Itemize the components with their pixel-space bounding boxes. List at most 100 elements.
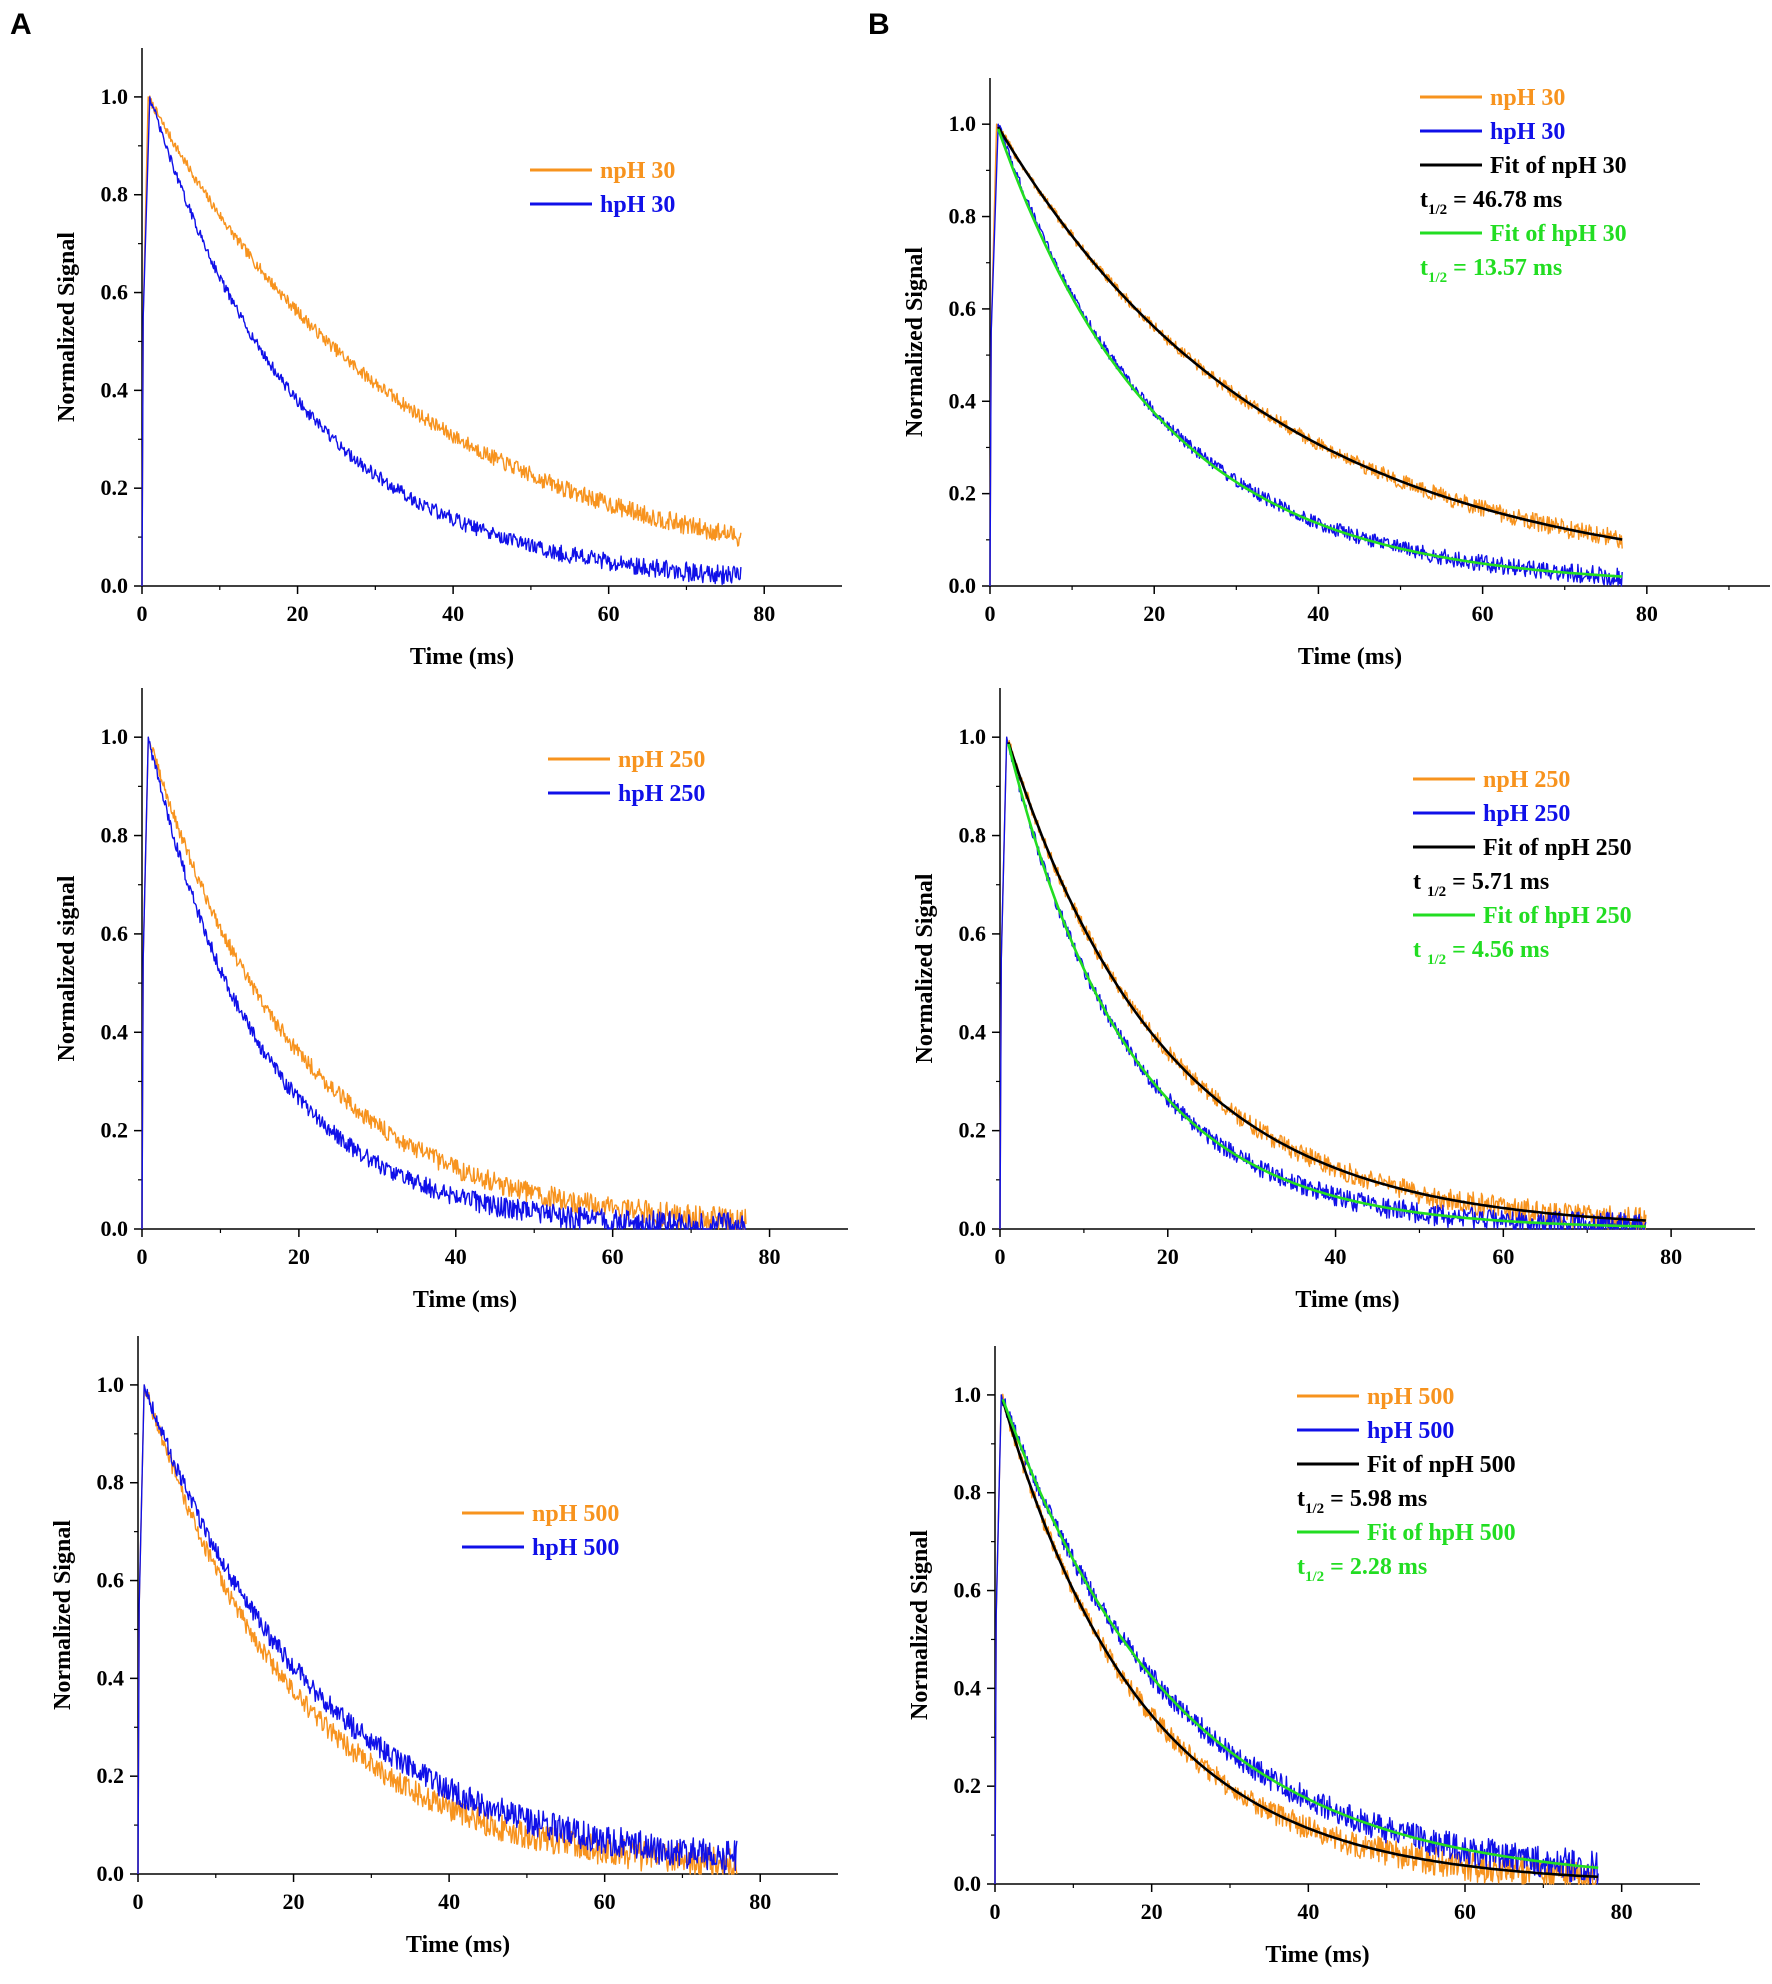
x-tick-label: 80: [1611, 1899, 1633, 1924]
y-tick-label: 0.2: [97, 1763, 125, 1788]
x-axis-label: Time (ms): [1295, 1287, 1399, 1313]
y-tick-label: 1.0: [949, 111, 977, 136]
series-line-hph-250: [999, 736, 1647, 1230]
x-tick-label: 0: [133, 1889, 144, 1914]
y-tick-label: 0.0: [101, 1216, 129, 1241]
x-tick-label: 20: [283, 1889, 305, 1914]
x-tick-label: 0: [985, 601, 996, 626]
y-tick-label: 0.8: [97, 1470, 125, 1495]
x-tick-label: 60: [594, 1889, 616, 1914]
x-axis-label: Time (ms): [406, 1932, 510, 1958]
fit-line-fit-of-hph-250: [1007, 743, 1646, 1228]
x-tick-label: 80: [1660, 1244, 1682, 1269]
x-tick-label: 40: [438, 1889, 460, 1914]
legend: npH 500 hpH 500 Fit of npH 500 t1/2 = 5.98 …: [1297, 1384, 1516, 1585]
legend-label: hpH 30: [600, 192, 675, 218]
chart-b-1: 0 20 40 60 80 0.0 0.2 0.4 0.6 0.8 1.0 Time (ms) Norm…: [902, 78, 1770, 670]
fit-line-fit-of-hph-500: [1001, 1398, 1599, 1870]
legend: npH 250 hpH 250: [548, 747, 705, 807]
legend-label: hpH 250: [618, 781, 705, 807]
y-tick-label: 0.8: [101, 823, 129, 848]
legend-label: npH 250: [618, 747, 705, 773]
legend-label: t1/2 = 46.78 ms: [1420, 187, 1562, 218]
legend-label: Fit of npH 30: [1490, 153, 1627, 179]
y-tick-label: 0.4: [101, 377, 129, 402]
series-line-hph-30: [141, 96, 742, 587]
legend-label: npH 30: [600, 158, 675, 184]
series-line-nph-250: [141, 736, 747, 1230]
y-tick-label: 0.2: [949, 481, 977, 506]
x-tick-label: 20: [1141, 1899, 1163, 1924]
y-tick-label: 0.6: [101, 280, 129, 305]
chart-b-3: 0 20 40 60 80 0.0 0.2 0.4 0.6 0.8 1.0 Time (ms) Norm…: [907, 1346, 1700, 1968]
y-tick-label: 1.0: [101, 84, 129, 109]
legend-label: Fit of npH 250: [1483, 835, 1632, 861]
y-tick-label: 0.4: [954, 1675, 982, 1700]
x-tick-label: 60: [602, 1244, 624, 1269]
x-tick-label: 40: [442, 601, 464, 626]
y-tick-label: 0.4: [101, 1019, 129, 1044]
legend-label: npH 30: [1490, 85, 1565, 111]
x-tick-label: 0: [137, 1244, 148, 1269]
y-tick-label: 0.4: [949, 388, 977, 413]
chart-a-3: 0 20 40 60 80 0.0 0.2 0.4 0.6 0.8 1.0 Time (ms) Norm…: [50, 1336, 838, 1958]
y-tick-label: 0.0: [954, 1871, 982, 1896]
legend-label: t1/2 = 5.98 ms: [1297, 1486, 1427, 1517]
legend-label: t1/2 = 2.28 ms: [1297, 1554, 1427, 1585]
chart-a-1: 0 20 40 60 80 0.0 0.2 0.4 0.6 0.8 1.0 Time (ms) Norm…: [54, 48, 842, 670]
fit-line-fit-of-hph-30: [996, 128, 1623, 578]
x-tick-label: 40: [1325, 1244, 1347, 1269]
legend-label: hpH 500: [1367, 1418, 1454, 1444]
y-tick-label: 0.0: [949, 573, 977, 598]
x-tick-label: 60: [1454, 1899, 1476, 1924]
series-line-hph-500: [137, 1384, 738, 1875]
fit-line-fit-of-nph-30: [997, 126, 1623, 541]
legend-label: npH 500: [1367, 1384, 1454, 1410]
panel-label-a: A: [10, 8, 32, 41]
series-line-nph-30: [141, 95, 742, 587]
series-line-nph-500: [137, 1384, 738, 1875]
x-tick-label: 40: [445, 1244, 467, 1269]
legend: npH 30 hpH 30 Fit of npH 30 t1/2 = 46.78 ms…: [1420, 85, 1627, 286]
y-tick-label: 0.2: [101, 475, 129, 500]
x-axis-label: Time (ms): [413, 1287, 517, 1313]
fit-line-fit-of-nph-500: [1001, 1399, 1599, 1879]
x-tick-label: 60: [1492, 1244, 1514, 1269]
x-tick-label: 80: [749, 1889, 771, 1914]
y-axis-label: Normalized Signal: [912, 873, 938, 1063]
legend-label: Fit of hpH 30: [1490, 221, 1627, 247]
legend-label: t 1/2 = 5.71 ms: [1413, 869, 1549, 900]
legend: npH 30 hpH 30: [530, 158, 675, 218]
chart-a-2: 0 20 40 60 80 0.0 0.2 0.4 0.6 0.8 1.0 Time (ms) Norm…: [54, 688, 848, 1313]
legend-label: Fit of hpH 500: [1367, 1520, 1516, 1546]
y-tick-label: 0.2: [101, 1118, 129, 1143]
x-tick-label: 80: [759, 1244, 781, 1269]
x-tick-label: 80: [753, 601, 775, 626]
y-tick-label: 1.0: [97, 1372, 125, 1397]
y-tick-label: 1.0: [954, 1382, 982, 1407]
y-tick-label: 0.4: [97, 1665, 125, 1690]
y-tick-label: 0.8: [101, 182, 129, 207]
y-axis-label: Normalized signal: [54, 875, 80, 1061]
y-tick-label: 0.0: [959, 1216, 987, 1241]
y-tick-label: 0.6: [949, 296, 977, 321]
x-tick-label: 0: [137, 601, 148, 626]
y-tick-label: 0.6: [101, 921, 129, 946]
legend-label: hpH 250: [1483, 801, 1570, 827]
legend-label: t1/2 = 13.57 ms: [1420, 255, 1562, 286]
legend: npH 250 hpH 250 Fit of npH 250 t 1/2 = 5.71…: [1413, 767, 1632, 968]
y-tick-label: 0.0: [101, 573, 129, 598]
x-tick-label: 40: [1297, 1899, 1319, 1924]
series-line-hph-250: [141, 736, 746, 1230]
x-tick-label: 20: [1143, 601, 1165, 626]
y-tick-label: 0.6: [959, 921, 987, 946]
legend-label: Fit of hpH 250: [1483, 903, 1632, 929]
y-tick-label: 0.8: [954, 1480, 982, 1505]
x-tick-label: 60: [1472, 601, 1494, 626]
y-axis-label: Normalized Signal: [50, 1520, 76, 1710]
legend-label: Fit of npH 500: [1367, 1452, 1516, 1478]
panel-label-b: B: [868, 8, 890, 41]
x-axis-label: Time (ms): [1265, 1942, 1369, 1968]
x-axis-label: Time (ms): [1298, 644, 1402, 670]
